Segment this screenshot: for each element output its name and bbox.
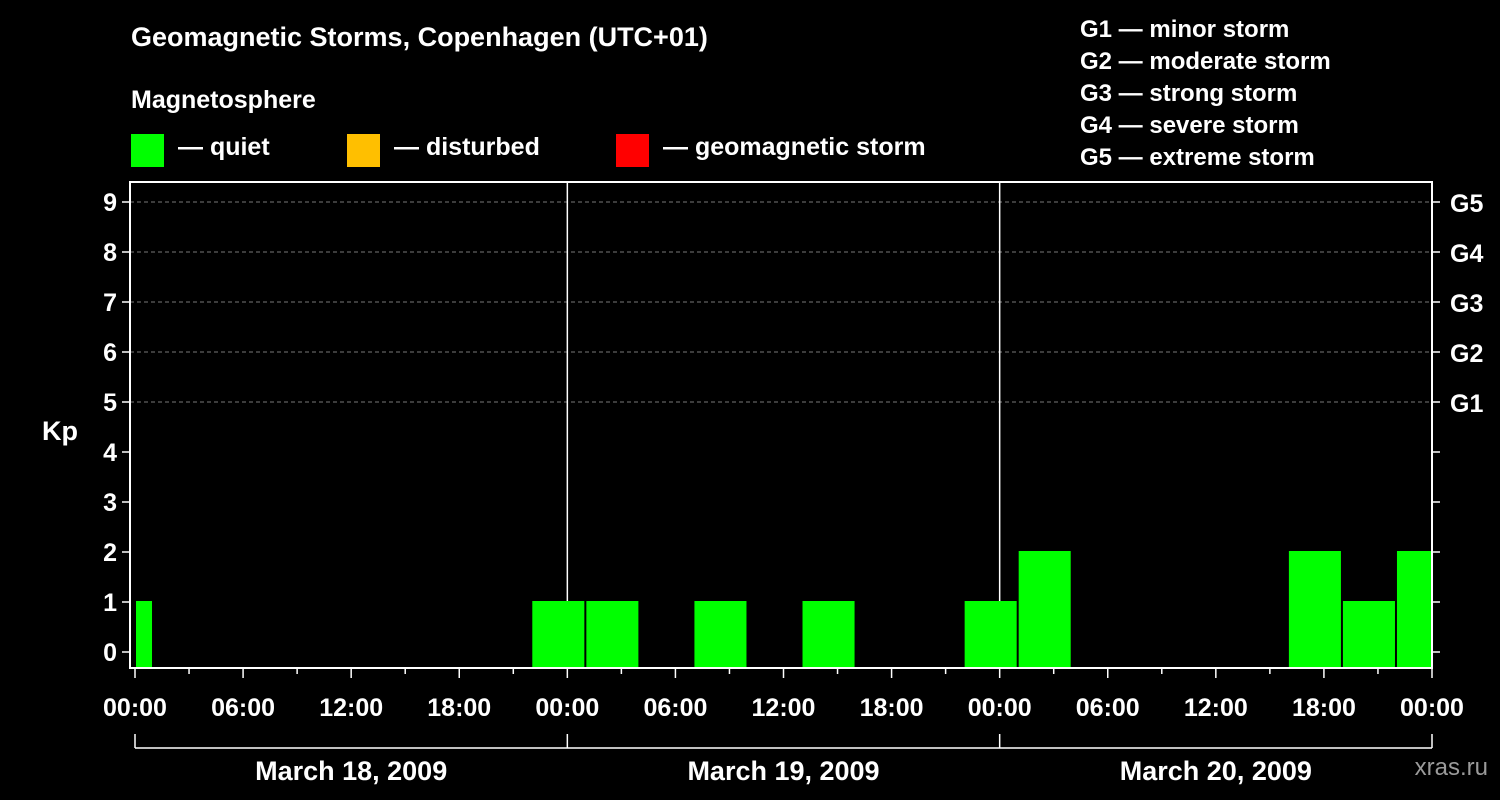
plot-frame	[129, 181, 1433, 669]
day-label: March 19, 2009	[687, 756, 879, 786]
x-tick-label: 06:00	[211, 694, 275, 722]
x-tick-label: 00:00	[535, 694, 599, 722]
y-tick-label: 0	[103, 639, 117, 667]
y-tick-label: 7	[103, 289, 117, 317]
g-scale-item: G3 — strong storm	[1080, 80, 1298, 107]
y-tick-label: 4	[103, 439, 117, 467]
g-scale-item: G2 — moderate storm	[1080, 48, 1331, 75]
day-label: March 18, 2009	[255, 756, 447, 786]
kp-bar	[1018, 551, 1071, 668]
g-scale-item: G1 — minor storm	[1080, 16, 1290, 43]
x-tick-label: 18:00	[427, 694, 491, 722]
kp-bar	[586, 601, 639, 668]
legend-swatch-storm	[616, 134, 649, 167]
legend-label-storm: — geomagnetic storm	[663, 133, 926, 161]
x-tick-label: 12:00	[1184, 694, 1248, 722]
x-tick-label: 00:00	[103, 694, 167, 722]
legend-label-disturbed: — disturbed	[394, 133, 540, 161]
day-label: March 20, 2009	[1120, 756, 1312, 786]
legend-label-quiet: — quiet	[178, 133, 270, 161]
kp-bar	[964, 601, 1017, 668]
watermark: xras.ru	[1414, 754, 1488, 781]
x-tick-label: 12:00	[752, 694, 816, 722]
x-tick-label: 00:00	[968, 694, 1032, 722]
x-tick-label: 18:00	[1292, 694, 1356, 722]
y-tick-label: 2	[103, 539, 117, 567]
kp-bar	[1288, 551, 1341, 668]
x-tick-label: 12:00	[319, 694, 383, 722]
chart-title: Geomagnetic Storms, Copenhagen (UTC+01)	[131, 22, 708, 52]
g-axis-label: G3	[1450, 290, 1483, 318]
y-axis-label: Kp	[42, 416, 78, 446]
y-tick-label: 6	[103, 339, 117, 367]
x-tick-label: 00:00	[1400, 694, 1464, 722]
legend-swatch-quiet	[131, 134, 164, 167]
g-axis-label: G2	[1450, 340, 1483, 368]
g-scale-item: G4 — severe storm	[1080, 112, 1299, 139]
kp-bar	[1396, 551, 1431, 668]
x-tick-label: 06:00	[643, 694, 707, 722]
kp-bar	[802, 601, 855, 668]
kp-bar	[694, 601, 747, 668]
legend-swatch-disturbed	[347, 134, 380, 167]
kp-bar	[1342, 601, 1395, 668]
y-tick-label: 1	[103, 589, 117, 617]
kp-bar	[532, 601, 585, 668]
g-scale-item: G5 — extreme storm	[1080, 144, 1315, 171]
kp-bar	[136, 601, 153, 668]
x-tick-label: 06:00	[1076, 694, 1140, 722]
g-axis-label: G4	[1450, 240, 1483, 268]
y-tick-label: 3	[103, 489, 117, 517]
y-tick-label: 9	[103, 189, 117, 217]
y-tick-label: 8	[103, 239, 117, 267]
g-axis-label: G5	[1450, 190, 1483, 218]
y-tick-label: 5	[103, 389, 117, 417]
x-tick-label: 18:00	[860, 694, 924, 722]
g-axis-label: G1	[1450, 390, 1483, 418]
legend-heading: Magnetosphere	[131, 86, 316, 114]
